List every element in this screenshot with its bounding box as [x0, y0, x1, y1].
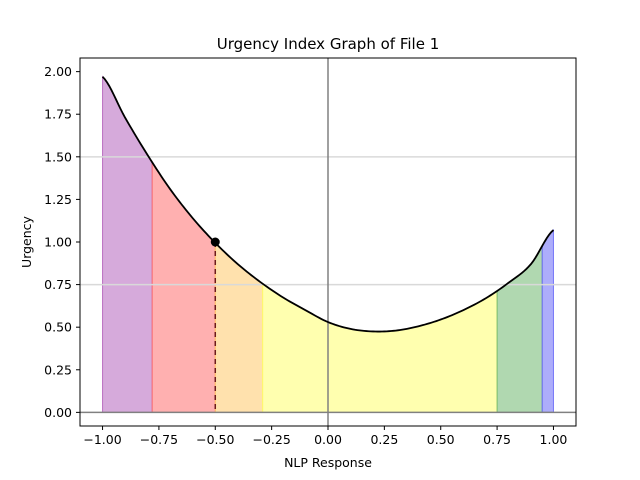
- x-axis-title: NLP Response: [284, 455, 372, 470]
- region-4: [262, 282, 498, 413]
- y-tick-label: 0.75: [44, 277, 72, 292]
- x-tick-label: −0.50: [196, 432, 234, 447]
- chart-title: Urgency Index Graph of File 1: [217, 35, 440, 53]
- y-tick-label: 0.50: [44, 320, 72, 335]
- y-tick-label: 0.25: [44, 362, 72, 377]
- region-2: [151, 160, 216, 413]
- region-5: [496, 244, 543, 413]
- x-tick-label: 0.25: [370, 432, 398, 447]
- x-tick-label: −1.00: [83, 432, 121, 447]
- curve-layer: [101, 76, 555, 333]
- region-3: [214, 241, 264, 413]
- x-tick-label: 0.50: [427, 432, 455, 447]
- marker-layer: [210, 237, 220, 413]
- region-6: [541, 229, 554, 413]
- x-tick-label: 1.00: [540, 432, 568, 447]
- y-tick-label: 2.00: [44, 64, 72, 79]
- y-tick-label: 1.50: [44, 149, 72, 164]
- y-tick-label: 1.75: [44, 107, 72, 122]
- urgency-curve: [101, 76, 555, 333]
- x-tick-label: −0.25: [252, 432, 290, 447]
- y-tick-label: 0.00: [44, 405, 72, 420]
- y-axis-ticks: 0.00 0.25 0.50 0.75 1.00 1.25 1.50 1.75 2.00: [44, 64, 80, 420]
- region-1: [102, 75, 153, 413]
- marker-point: [210, 237, 220, 247]
- x-tick-label: 0.75: [483, 432, 511, 447]
- x-axis-ticks: −1.00 −0.75 −0.50 −0.25 0.00 0.25 0.50 0.75 1.00: [83, 426, 567, 447]
- y-tick-label: 1.25: [44, 192, 72, 207]
- y-tick-label: 1.00: [44, 235, 72, 250]
- x-tick-label: −0.75: [140, 432, 178, 447]
- y-axis-title: Urgency: [19, 215, 34, 267]
- x-tick-label: 0.00: [314, 432, 342, 447]
- reference-lines: [80, 58, 576, 426]
